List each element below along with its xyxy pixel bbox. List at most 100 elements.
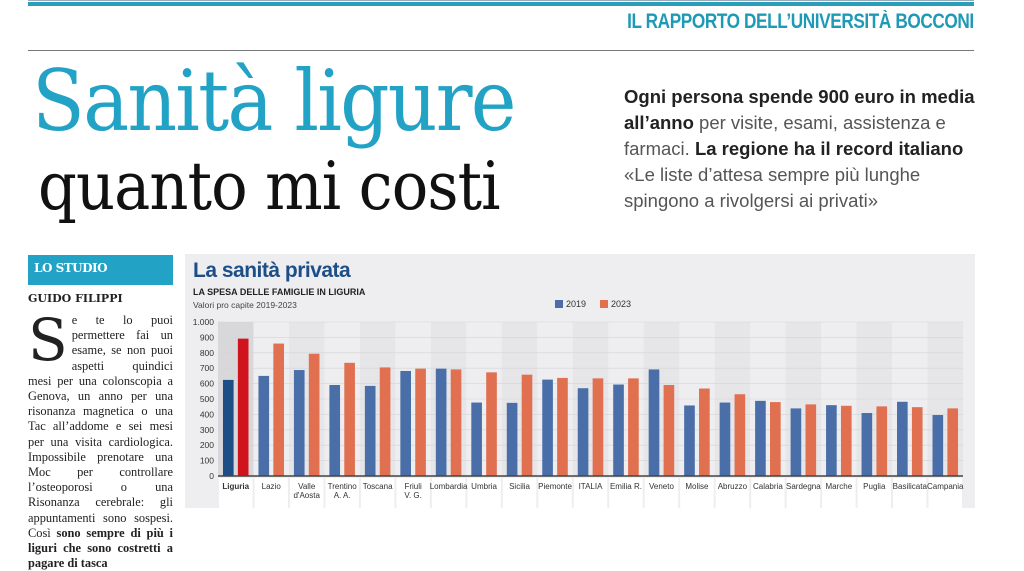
category-label-bg bbox=[751, 478, 785, 508]
y-tick-label: 600 bbox=[200, 379, 214, 389]
x-tick-label: Sicilia bbox=[509, 482, 530, 491]
y-tick-label: 1.000 bbox=[193, 317, 215, 327]
category-label-bg bbox=[573, 478, 608, 508]
bar-2023-emilia-r- bbox=[628, 378, 639, 476]
bar-2023-umbria bbox=[486, 372, 497, 476]
legend-label-2019: 2019 bbox=[566, 299, 587, 309]
category-label-bg bbox=[325, 478, 359, 508]
bar-2019-toscana bbox=[364, 385, 376, 476]
drop-cap: S bbox=[28, 306, 68, 374]
section-label: LO STUDIO bbox=[28, 255, 173, 285]
bar-2019-italia bbox=[577, 388, 589, 476]
bar-2023-trentino-a-a- bbox=[344, 362, 355, 476]
bar-2019-umbria bbox=[471, 402, 482, 476]
y-tick-label: 900 bbox=[200, 332, 214, 342]
chart-subtitle: LA SPESA DELLE FAMIGLIE IN LIGURIA bbox=[193, 287, 366, 297]
x-tick-label: Lazio bbox=[262, 482, 282, 491]
x-tick-label: Valle d'Aosta bbox=[293, 482, 320, 500]
x-tick-label: Campania bbox=[927, 482, 964, 491]
category-label-bg bbox=[893, 478, 927, 508]
x-tick-label: Liguria bbox=[222, 482, 249, 491]
bar-2019-trentino-a-a- bbox=[329, 384, 341, 476]
category-label-bg bbox=[609, 478, 643, 508]
category-label-bg bbox=[502, 478, 537, 508]
deck-text-1: per visite, esami, assistenza e farmaci. bbox=[624, 112, 946, 159]
bar-2023-abruzzo bbox=[734, 394, 746, 476]
chart-plot: 0 100 200 300 400 500 600 700 800 900 1.000 Liguria… bbox=[193, 317, 964, 508]
section-kicker: IL RAPPORTO DELL’UNIVERSITÀ BOCCONI bbox=[627, 10, 974, 33]
bar-2023-valle-d-aosta bbox=[308, 353, 320, 476]
bar-2019-puglia bbox=[861, 413, 873, 476]
deck-bold-1: Ogni persona spende 900 euro in media al… bbox=[624, 86, 975, 133]
bar-2023-lombardia bbox=[450, 369, 462, 476]
category-label-bg bbox=[928, 478, 962, 508]
category-label-bg bbox=[538, 478, 572, 508]
category-label-bg bbox=[431, 478, 466, 508]
legend-swatch-2019 bbox=[555, 300, 563, 308]
top-rule-thin bbox=[28, 0, 974, 1]
x-tick-label: Veneto bbox=[649, 482, 674, 491]
category-label-bg bbox=[396, 478, 430, 508]
bar-2019-valle-d-aosta bbox=[293, 370, 305, 476]
category-label-bg bbox=[254, 478, 288, 508]
headline: Sanità ligure bbox=[32, 52, 516, 150]
bar-2023-veneto bbox=[663, 384, 675, 476]
category-label-bg bbox=[680, 478, 714, 508]
category-label-bg bbox=[360, 478, 395, 508]
legend-swatch-2023 bbox=[600, 300, 608, 308]
x-tick-label: Abruzzo bbox=[718, 482, 748, 491]
x-tick-label: Piemonte bbox=[538, 482, 572, 491]
bar-2019-veneto bbox=[648, 369, 660, 476]
x-tick-label: Calabria bbox=[753, 482, 783, 491]
bar-chart: La sanità privata LA SPESA DELLE FAMIGLI… bbox=[185, 254, 975, 508]
x-tick-label: Lombardia bbox=[430, 482, 468, 491]
x-tick-label: Emilia R. bbox=[610, 482, 642, 491]
standfirst: Ogni persona spende 900 euro in media al… bbox=[624, 84, 984, 214]
y-tick-label: 100 bbox=[200, 456, 214, 466]
category-label-bg bbox=[715, 478, 750, 508]
bar-2019-calabria bbox=[755, 400, 766, 476]
x-tick-label: Basilicata bbox=[893, 482, 928, 491]
y-tick-label: 800 bbox=[200, 348, 214, 358]
category-label-bg bbox=[289, 478, 324, 508]
bar-2019-emilia-r- bbox=[613, 384, 624, 476]
legend-2019: 2019 bbox=[555, 299, 586, 309]
bar-2019-molise bbox=[684, 405, 695, 476]
x-tick-label: Marche bbox=[825, 482, 852, 491]
headline-line2: quanto mi costi bbox=[38, 148, 501, 225]
x-tick-label: Sardegna bbox=[786, 482, 821, 491]
category-label-bg bbox=[857, 478, 892, 508]
deck-bold-2: La regione ha il record italiano bbox=[694, 138, 964, 159]
bar-2019-abruzzo bbox=[719, 402, 731, 476]
y-tick-label: 0 bbox=[209, 471, 214, 481]
category-label-bg bbox=[822, 478, 856, 508]
y-tick-label: 200 bbox=[200, 440, 214, 450]
bar-2019-lombardia bbox=[435, 368, 447, 476]
bar-2023-lazio bbox=[273, 343, 284, 476]
bar-2019-basilicata bbox=[897, 401, 908, 476]
bar-2023-marche bbox=[840, 405, 852, 476]
bar-2019-lazio bbox=[258, 375, 270, 476]
bar-2019-marche bbox=[826, 405, 837, 476]
category-label-bg bbox=[467, 478, 501, 508]
bar-2023-sicilia bbox=[521, 374, 533, 476]
bar-2023-puglia bbox=[876, 406, 888, 476]
bar-2023-sardegna bbox=[805, 404, 817, 476]
bar-2019-piemonte bbox=[542, 379, 553, 476]
bar-2019-sicilia bbox=[506, 402, 518, 476]
x-tick-label: Friuli V. G. bbox=[404, 482, 422, 500]
bar-2023-campania bbox=[947, 408, 959, 476]
x-tick-label: Puglia bbox=[863, 482, 886, 491]
bar-2023-toscana bbox=[379, 367, 391, 476]
deck-text-2: «Le liste d’attesa sempre più lunghe spi… bbox=[624, 164, 921, 211]
bar-2023-liguria bbox=[237, 338, 249, 476]
x-tick-label: Toscana bbox=[363, 482, 393, 491]
x-tick-label: Trentino A. A. bbox=[328, 482, 358, 500]
chart-note: Valori pro capite 2019-2023 bbox=[193, 300, 297, 310]
category-label-bg bbox=[644, 478, 679, 508]
x-tick-label: ITALIA bbox=[579, 482, 604, 491]
y-tick-label: 400 bbox=[200, 409, 214, 419]
bar-2023-basilicata bbox=[911, 407, 923, 476]
bar-2019-friuli-v-g- bbox=[400, 370, 411, 476]
